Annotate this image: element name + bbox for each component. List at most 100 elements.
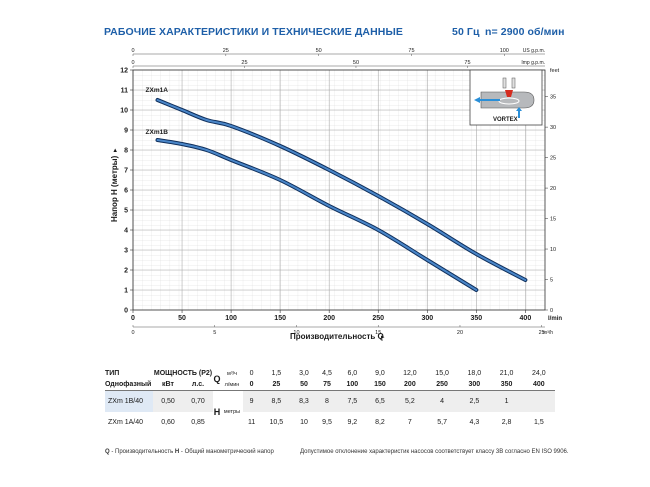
q-lmin-9: 350 [500,381,513,388]
x-tick-label: 300 [421,315,433,322]
x-tick-label: 400 [520,315,532,322]
x-tick-label: 50 [178,315,186,322]
col-hp: л.с. [191,381,205,388]
m3h-tick-label: 10 [293,330,299,336]
h-value: 8,3 [292,390,316,412]
h-value: 4,3 [469,418,480,426]
q-lmin-0: 0 [249,381,254,388]
h-value: 10 [300,418,308,426]
performance-table: ТИП МОЩНОСТЬ (P2) Q м³/ч 0 1,5 3,0 4,5 6… [105,368,555,433]
y-tick-label: 3 [124,248,128,255]
y-tick-label: 9 [124,128,128,135]
chart-curves [155,98,528,292]
imp-gpm-tick-label: 75 [464,60,470,66]
table-header-row-2: Однофазный кВт л.с. л/мин 0 25 50 75 100… [105,379,555,391]
feet-unit-label: feet [550,68,560,74]
x-axis-arrow: ▸ [381,334,385,341]
h-value: 7,5 [338,390,367,412]
q-m3h-1: 1,5 [271,370,282,377]
q-unit-lmin: л/мин [224,381,240,388]
h-value [522,390,555,412]
h-value: 11 [247,418,256,426]
feet-tick-label: 10 [550,247,556,253]
q-m3h-5: 9,0 [375,370,385,377]
m3h-tick-label: 0 [131,330,134,336]
h-symbol: H [213,406,221,417]
x-tick-label: 0 [131,315,135,322]
y-tick-label: 4 [124,228,128,235]
h-value: 1 [490,390,523,412]
feet-tick-label: 5 [550,278,553,284]
series-label-zxm1a: ZXm1A [146,87,169,94]
model-name: ZXm 1A/40 [108,418,144,426]
h-value: 9,2 [347,418,358,426]
q-lmin-6: 200 [404,381,416,388]
y-tick-label: 0 [124,308,128,315]
q-lmin-2: 50 [300,381,308,388]
us-gpm-tick-label: 0 [131,48,134,54]
us-gpm-tick-label: 50 [316,48,322,54]
q-m3h-7: 15,0 [435,370,449,377]
h-value: 9 [243,390,261,412]
chart-grid [132,69,545,311]
q-lmin-7: 250 [436,381,448,388]
q-m3h-9: 21,0 [499,370,514,377]
h-value: 8,2 [375,418,385,426]
y-axis-label: Напор H (метры) [110,155,119,222]
x-axis-label: Производительность Q [290,332,384,341]
h-value: 5,2 [393,390,426,412]
q-lmin-1: 25 [272,381,281,388]
m3h-tick-label: 5 [213,330,216,336]
table-row: ZXm 1A/40 0,60 0,85 11 10,5 10 9,5 9,2 8… [105,412,555,433]
q-m3h-2: 3,0 [299,370,309,377]
power-hp: 0,85 [191,418,205,426]
x-tick-label: 150 [274,315,286,322]
q-symbol: Q [213,374,221,384]
frequency-label: 50 Гц [452,26,480,38]
power-kw: 0,50 [153,390,183,412]
x-unit-label: l/min [548,316,562,322]
legend-q-text: - Производительность [109,449,175,455]
x-tick-label: 100 [225,315,237,322]
vortex-inset: VORTEX [469,69,543,126]
y-tick-label: 8 [124,148,128,155]
imp-gpm-tick-label: 25 [241,60,247,66]
legend-q-symbol: Q [105,449,110,455]
imp-gpm-tick-label: 0 [131,60,134,66]
h-value: 1,5 [533,418,544,426]
y-tick-label: 11 [121,88,129,95]
q-m3h-6: 12,0 [403,370,417,377]
h-value: 8 [315,390,339,412]
m3h-tick-label: 25 [539,330,545,336]
imp-gpm-unit-label: Imp g.p.m. [521,60,545,66]
table-header-row-1: ТИП МОЩНОСТЬ (P2) Q м³/ч 0 1,5 3,0 4,5 6… [105,368,555,384]
q-m3h-0: 0 [249,370,254,377]
vortex-label: VORTEX [493,117,518,123]
q-m3h-4: 6,0 [347,370,358,377]
x-tick-label: 250 [372,315,384,322]
series-label-zxm1b: ZXm1B [146,129,169,136]
q-lmin-3: 75 [323,381,331,388]
y-tick-label: 7 [124,168,128,175]
h-value: 7 [407,418,412,426]
q-m3h-8: 18,0 [467,370,482,377]
col-power: МОЩНОСТЬ (P2) [153,370,213,377]
q-lmin-8: 300 [468,381,481,388]
q-m3h-10: 24,0 [532,370,546,377]
y-tick-label: 12 [120,68,128,75]
series-line-zxm1b [156,139,478,291]
feet-tick-label: 15 [550,217,556,223]
legend-h-symbol: H [174,449,180,455]
m3h-tick-label: 15 [375,330,381,336]
table-row: ZXm 1B/40 0,50 0,70 H метры 9 8,5 8,3 8 … [105,390,555,417]
speed-label: n= 2900 об/мин [485,26,565,38]
power-kw: 0,60 [161,418,175,426]
us-gpm-tick-label: 25 [223,48,229,54]
col-type: ТИП [105,370,120,377]
tolerance-note: Допустимое отклонение характеристик насо… [300,449,569,455]
y-tick-label: 10 [120,108,128,115]
col-kw: кВт [162,381,174,388]
col-phase: Однофазный [105,381,152,388]
